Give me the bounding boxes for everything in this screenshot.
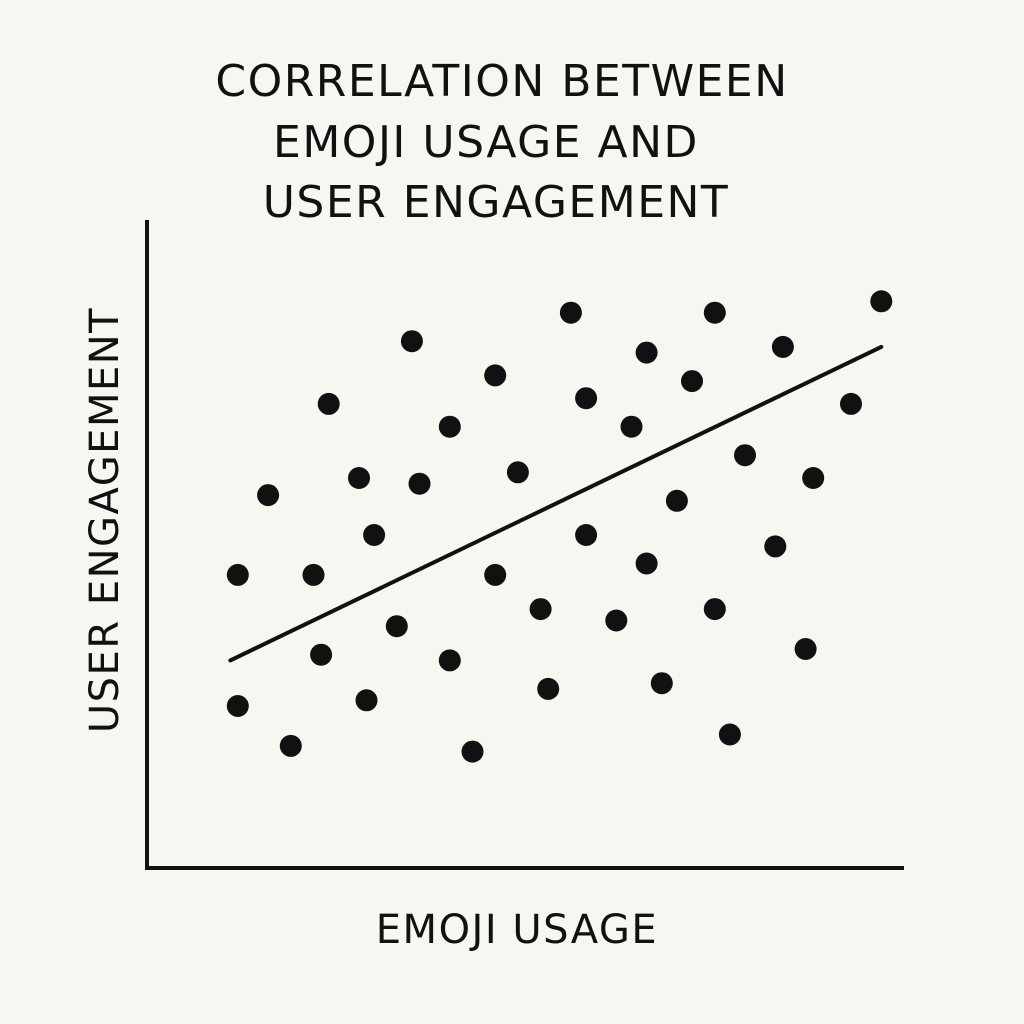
data-point-37 (771, 335, 794, 358)
data-point-22 (559, 301, 582, 324)
data-point-15 (438, 649, 461, 672)
data-point-28 (635, 552, 658, 575)
data-point-2 (302, 563, 325, 586)
data-point-3 (226, 695, 249, 717)
data-point-6 (310, 643, 333, 666)
data-point-32 (703, 301, 726, 324)
data-point-25 (605, 609, 628, 632)
trend-line (228, 344, 884, 663)
data-point-34 (718, 723, 741, 746)
data-point-12 (400, 330, 423, 353)
data-point-36 (764, 535, 787, 558)
data-point-7 (317, 392, 340, 415)
data-point-19 (506, 461, 529, 484)
data-point-33 (703, 598, 726, 621)
data-point-30 (665, 489, 688, 512)
data-point-41 (870, 290, 893, 313)
data-points (226, 290, 893, 763)
data-point-16 (461, 740, 484, 763)
data-point-35 (734, 444, 756, 467)
data-point-11 (385, 615, 408, 638)
data-point-38 (794, 638, 817, 660)
data-point-1 (226, 563, 249, 586)
data-point-8 (348, 467, 370, 489)
data-point-10 (355, 689, 378, 712)
y-axis-label: USER ENGAGEMENT (82, 307, 128, 733)
data-point-29 (650, 672, 673, 695)
data-point-18 (484, 563, 507, 586)
data-point-4 (257, 484, 280, 507)
data-point-9 (363, 524, 386, 546)
data-point-13 (408, 472, 431, 495)
data-point-20 (529, 598, 552, 621)
data-point-24 (575, 524, 598, 546)
data-point-27 (635, 341, 658, 364)
data-point-5 (279, 734, 302, 757)
data-point-26 (620, 415, 643, 438)
data-point-17 (484, 364, 507, 387)
x-axis-label: EMOJI USAGE (376, 907, 658, 953)
chart-title-line-3: USER ENGAGEMENT (263, 177, 730, 228)
data-point-21 (537, 677, 560, 700)
data-point-23 (575, 387, 598, 410)
data-point-40 (840, 392, 862, 415)
chart-title-line-1: CORRELATION BETWEEN (215, 56, 788, 107)
data-point-31 (681, 370, 703, 393)
data-point-39 (802, 467, 825, 489)
chart-title-line-2: EMOJI USAGE AND (273, 117, 699, 168)
data-point-14 (438, 415, 461, 438)
